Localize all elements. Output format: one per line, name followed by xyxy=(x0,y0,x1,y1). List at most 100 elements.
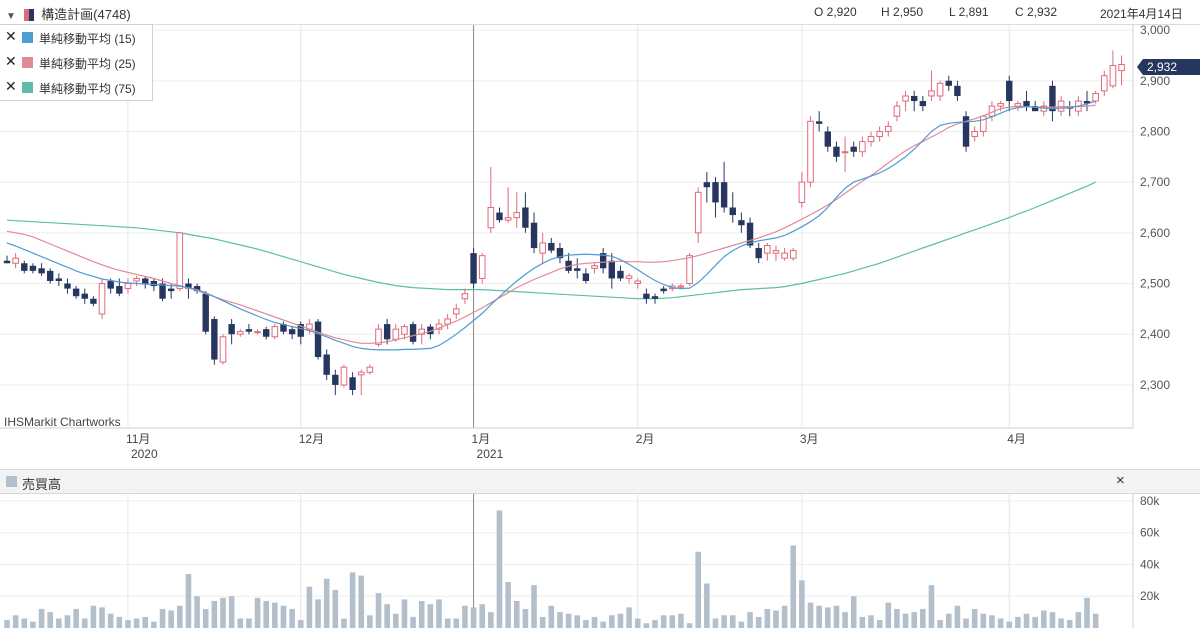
candle-body xyxy=(859,141,866,153)
candle-body xyxy=(3,260,11,264)
volume-bar xyxy=(4,620,10,628)
candle-body xyxy=(677,285,685,288)
ma15-swatch xyxy=(22,32,33,43)
close-icon[interactable]: ✕ xyxy=(5,53,17,69)
volume-panel-title: 売買高 xyxy=(22,477,62,492)
volume-bar xyxy=(159,608,166,628)
volume-bars xyxy=(4,510,1099,628)
volume-bar xyxy=(799,580,805,628)
price-tick-label: 2,700 xyxy=(1140,175,1170,189)
candle-body xyxy=(1006,80,1013,102)
candle-down xyxy=(288,326,296,340)
volume-bar xyxy=(954,605,961,628)
candle-body xyxy=(893,105,901,117)
volume-bar xyxy=(539,616,546,628)
candle-body xyxy=(211,319,218,360)
volume-bar xyxy=(643,623,650,628)
month-tick-label: 12月 xyxy=(299,432,324,446)
volume-bar xyxy=(781,605,788,628)
candle-body xyxy=(824,131,831,147)
candle-down xyxy=(574,258,581,279)
candle-up xyxy=(513,192,521,228)
close-icon[interactable]: × xyxy=(1116,472,1125,489)
volume-bar xyxy=(1032,616,1038,628)
volume-bar xyxy=(410,616,416,628)
close-icon[interactable]: ✕ xyxy=(5,28,17,44)
price-tick-label: 2,800 xyxy=(1140,124,1170,138)
volume-bar xyxy=(790,545,797,628)
candle-body xyxy=(98,283,106,315)
candle-body xyxy=(712,182,719,203)
candle-down xyxy=(617,265,624,281)
candle-body xyxy=(150,280,158,287)
candle-up xyxy=(366,364,374,375)
candle-down xyxy=(332,369,339,396)
candle-up xyxy=(893,101,901,122)
candle-body xyxy=(660,288,667,292)
candle-body xyxy=(574,268,581,271)
volume-bar xyxy=(721,615,727,628)
candle-body xyxy=(962,116,970,147)
candle-down xyxy=(1066,101,1073,117)
candle-down xyxy=(297,321,304,345)
candle-up xyxy=(504,187,512,223)
legend-item-ma75: ✕ 単純移動平均 (75) xyxy=(0,76,152,98)
volume-bar xyxy=(1006,621,1013,628)
candle-body xyxy=(167,288,175,292)
candle-down xyxy=(815,111,823,132)
candle-down xyxy=(850,141,857,157)
candle-body xyxy=(349,377,356,390)
candle-body xyxy=(815,121,823,124)
volume-bar xyxy=(1058,618,1064,628)
candle-body xyxy=(513,212,521,219)
price-tick-label: 2,300 xyxy=(1140,378,1170,392)
volume-bar xyxy=(323,578,330,628)
candle-down xyxy=(38,263,45,276)
candle-body xyxy=(954,85,961,96)
candle-body xyxy=(81,293,88,299)
candle-down xyxy=(945,75,952,91)
candle-body xyxy=(651,296,659,299)
candle-up xyxy=(461,288,469,304)
candle-down xyxy=(29,263,37,274)
volume-bar xyxy=(531,585,537,628)
volume-bar xyxy=(177,605,183,628)
chevron-down-icon[interactable]: ▼ xyxy=(6,11,16,22)
candle-down xyxy=(349,372,356,396)
low-value: L 2,891 xyxy=(949,5,989,19)
candle-down xyxy=(738,212,745,233)
month-tick-label: 11月 xyxy=(126,432,150,446)
ma75-line xyxy=(6,181,1096,300)
candle-body xyxy=(1049,85,1056,112)
candle-body xyxy=(55,278,63,281)
candle-body xyxy=(634,280,642,285)
last-price-tag: 2,932 xyxy=(1137,59,1200,75)
close-icon[interactable]: ✕ xyxy=(5,78,17,94)
candle-body xyxy=(686,255,693,285)
candle-up xyxy=(340,364,348,388)
volume-bar xyxy=(341,618,347,628)
volume-bar xyxy=(99,607,105,628)
candle-body xyxy=(997,103,1004,107)
candle-body xyxy=(841,151,849,154)
volume-bar xyxy=(444,618,451,628)
candle-up xyxy=(971,126,978,142)
candle-body xyxy=(746,222,754,246)
candle-up xyxy=(781,248,788,261)
candle-body xyxy=(254,331,261,334)
volume-bar xyxy=(850,596,857,628)
candle-down xyxy=(64,278,71,294)
candle-body xyxy=(504,217,512,221)
candle-down xyxy=(159,278,166,302)
volume-bar xyxy=(911,612,917,628)
candle-up xyxy=(867,131,875,147)
candle-down xyxy=(833,141,840,162)
volume-bar xyxy=(963,618,969,628)
candle-up xyxy=(401,324,408,340)
candle-body xyxy=(867,136,875,143)
volume-bar xyxy=(418,601,425,628)
volume-bar xyxy=(1092,613,1099,628)
candle-body xyxy=(781,252,788,259)
candle-down xyxy=(1031,101,1039,112)
